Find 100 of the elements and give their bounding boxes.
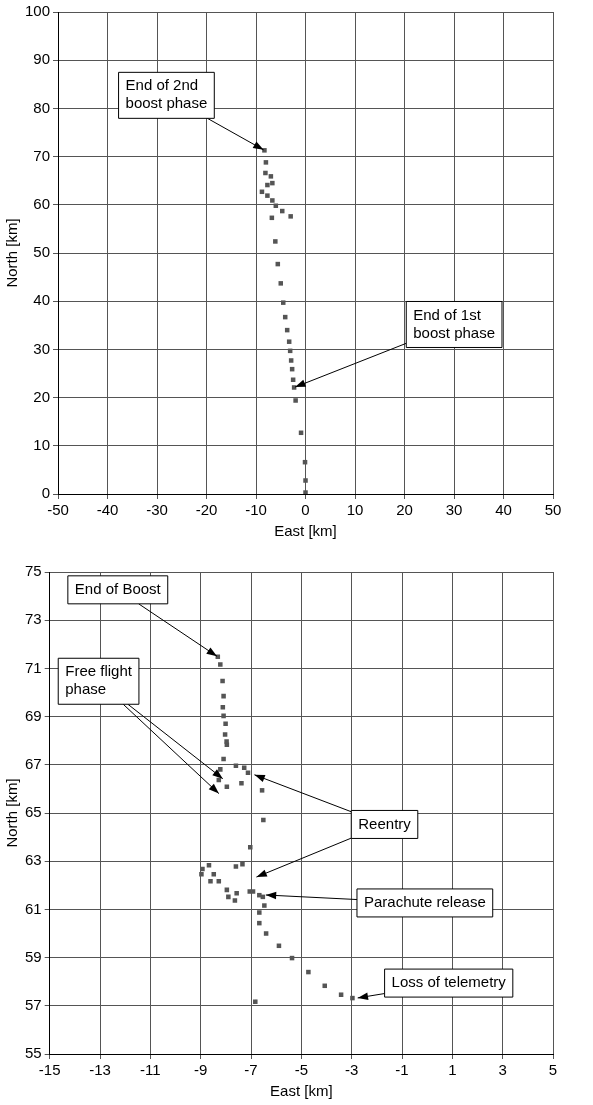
point: [239, 781, 244, 786]
point: [257, 910, 262, 915]
point: [263, 170, 268, 176]
point: [350, 995, 355, 1001]
x-tick-label: -9: [194, 1061, 208, 1079]
y-tick-label: 59: [25, 947, 42, 965]
y-tick-label: 100: [25, 2, 51, 20]
point: [288, 358, 294, 363]
point: [253, 999, 258, 1004]
point: [250, 889, 256, 894]
y-tick-label: 55: [25, 1044, 42, 1062]
point: [233, 864, 239, 869]
y-tick-label: 69: [25, 706, 42, 724]
y-tick-label: 71: [25, 658, 42, 676]
point: [322, 983, 328, 989]
x-tick-label: -3: [345, 1061, 359, 1079]
y-tick-label: 10: [33, 435, 51, 453]
point: [270, 180, 275, 186]
point: [206, 863, 212, 868]
x-axis-title: East [km]: [270, 1082, 333, 1100]
point: [279, 208, 285, 214]
point: [222, 732, 228, 737]
annotation: End of 2nd boost phase: [125, 76, 208, 112]
point: [280, 300, 286, 305]
annotation: Free flight phase: [65, 662, 133, 698]
x-tick-label: -5: [294, 1061, 309, 1079]
annotation: End of 1st boost phase: [413, 305, 495, 341]
point: [224, 784, 230, 789]
y-tick-label: 30: [33, 339, 51, 357]
x-tick-label: 0: [301, 501, 310, 519]
point: [338, 992, 344, 997]
y-axis-title: North [km]: [3, 218, 21, 288]
point: [221, 756, 226, 762]
point: [259, 788, 265, 793]
x-axis-title: East [km]: [274, 522, 337, 540]
y-tick-label: 67: [25, 754, 42, 772]
point: [221, 693, 226, 699]
point: [270, 198, 275, 203]
point: [263, 931, 269, 936]
x-tick-label: -50: [47, 501, 69, 519]
point: [208, 878, 213, 884]
point: [265, 182, 270, 188]
x-tick-label: 50: [544, 501, 562, 519]
point: [241, 765, 247, 770]
point: [288, 214, 293, 219]
point: [306, 969, 311, 975]
point: [223, 721, 228, 727]
x-tick-label: -1: [395, 1061, 409, 1079]
point: [278, 281, 284, 286]
point: [240, 862, 245, 867]
point: [303, 478, 308, 483]
point: [199, 871, 204, 877]
y-tick-label: 50: [33, 243, 51, 261]
x-tick-label: -20: [195, 501, 218, 519]
y-tick-label: 63: [25, 851, 42, 869]
x-tick-label: 30: [445, 501, 463, 519]
point: [220, 678, 225, 684]
x-tick-label: 1: [448, 1061, 457, 1079]
x-tick-label: 10: [346, 501, 364, 519]
point: [218, 662, 223, 667]
annotation: Parachute release: [363, 893, 486, 911]
point: [200, 866, 205, 872]
point: [268, 174, 274, 179]
x-tick-label: -7: [244, 1061, 258, 1079]
point: [218, 767, 223, 772]
point: [263, 160, 269, 165]
x-tick-label: -30: [146, 501, 168, 519]
annotation: Reentry: [358, 814, 412, 832]
x-tick-label: -11: [140, 1061, 161, 1079]
y-tick-label: 75: [25, 562, 42, 580]
y-tick-label: 73: [25, 610, 42, 628]
y-tick-label: 20: [33, 387, 51, 405]
x-tick-label: -13: [89, 1061, 111, 1079]
y-tick-label: 40: [33, 291, 51, 309]
y-tick-label: 65: [25, 803, 42, 821]
y-tick-label: 90: [33, 50, 51, 68]
x-tick-label: 20: [396, 501, 413, 519]
point: [303, 490, 308, 494]
point: [247, 844, 253, 850]
point: [286, 339, 292, 344]
point: [226, 894, 231, 900]
x-tick-label: -15: [38, 1061, 61, 1079]
y-tick-label: 57: [25, 995, 42, 1013]
point: [232, 898, 238, 903]
point: [261, 817, 266, 823]
point: [265, 193, 270, 198]
point: [257, 920, 262, 926]
point: [273, 239, 278, 244]
annotation: Loss of telemetry: [391, 973, 507, 991]
x-tick-label: 40: [495, 501, 512, 519]
annotation: End of Boost: [74, 579, 162, 597]
x-tick-label: 3: [498, 1061, 507, 1079]
y-tick-label: 61: [25, 899, 42, 917]
y-tick-label: 60: [33, 194, 51, 212]
x-tick-label: -40: [96, 501, 119, 519]
point: [293, 398, 298, 403]
x-tick-label: 5: [548, 1061, 558, 1079]
point: [224, 739, 229, 744]
y-tick-label: 0: [41, 484, 51, 502]
point: [245, 770, 251, 776]
